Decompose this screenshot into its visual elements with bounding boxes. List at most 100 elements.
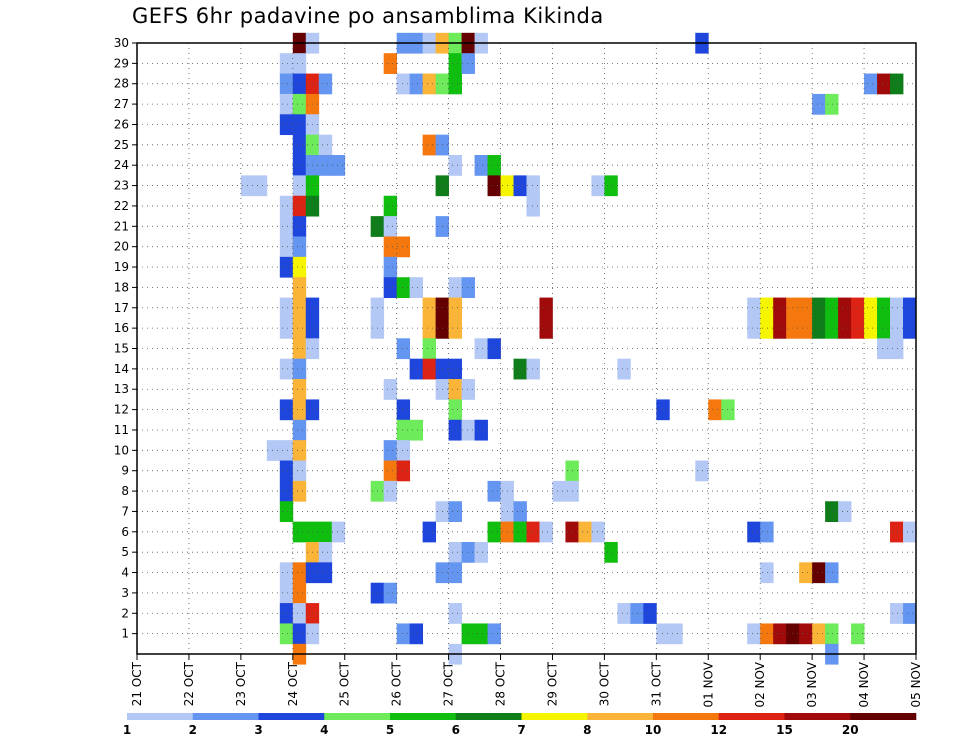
heatmap-cell [825, 93, 839, 115]
heatmap-cell [448, 379, 462, 400]
colorbar-swatch [192, 713, 259, 720]
heatmap-cell [825, 562, 839, 584]
heatmap-cell [279, 297, 294, 319]
colorbar-label: 2 [189, 723, 197, 737]
heatmap-cell [526, 175, 540, 197]
heatmap-cell [513, 521, 527, 543]
heatmap-cell [448, 541, 462, 563]
heatmap-cell [292, 440, 307, 461]
x-tick-label: 27 OCT [442, 661, 456, 706]
heatmap-cell [552, 480, 566, 502]
heatmap-cell [578, 521, 592, 543]
heatmap-cell [292, 480, 307, 502]
colorbar-label: 5 [386, 723, 394, 737]
heatmap-cell [708, 399, 722, 421]
colorbar-swatch [127, 713, 194, 720]
heatmap-cell [383, 582, 398, 604]
heatmap-cell [487, 155, 501, 176]
heatmap-cell [409, 623, 424, 645]
heatmap-cell [383, 256, 398, 278]
heatmap-cell [279, 460, 294, 482]
heatmap-cell [656, 399, 670, 421]
heatmap-cell [890, 603, 904, 624]
heatmap-cell [487, 338, 501, 360]
heatmap-cell [409, 73, 424, 95]
heatmap-cell [279, 480, 294, 502]
colorbar-label: 6 [452, 723, 460, 737]
heatmap-cell [279, 603, 294, 624]
x-tick-label: 04 NOV [857, 661, 871, 707]
x-tick-label: 26 OCT [390, 661, 404, 706]
heatmap-cell [487, 175, 501, 197]
x-tick-label: 31 OCT [649, 661, 663, 706]
heatmap-cell [396, 623, 411, 645]
heatmap-cell [825, 623, 839, 645]
colorbar-swatch [653, 713, 720, 720]
heatmap-cell [812, 623, 826, 645]
heatmap-cell [448, 419, 462, 441]
heatmap-cell [448, 73, 462, 95]
heatmap-cell [513, 501, 527, 523]
heatmap-cell [279, 399, 294, 421]
heatmap-cell [448, 562, 462, 584]
y-tick-label: 12 [114, 403, 129, 417]
heatmap-cell [422, 338, 437, 360]
heatmap-cell [695, 460, 709, 482]
heatmap-cell [279, 256, 294, 278]
heatmap-cell [292, 114, 307, 136]
heatmap-cell [292, 603, 307, 624]
heatmap-cell [292, 399, 307, 421]
heatmap-cell [292, 419, 307, 441]
heatmap-cell [422, 317, 437, 339]
heatmap-cell [331, 155, 346, 176]
y-tick-label: 1 [121, 627, 129, 641]
heatmap-cell [903, 297, 917, 319]
heatmap-cell [279, 216, 294, 237]
heatmap-cell [890, 338, 904, 360]
heatmap-cell [409, 419, 424, 441]
colorbar-swatch [587, 713, 654, 720]
heatmap-cell [396, 338, 411, 360]
y-tick-label: 26 [114, 117, 129, 131]
colorbar-label: 15 [776, 723, 793, 737]
heatmap-cell [292, 134, 307, 156]
heatmap-cell [266, 440, 281, 461]
heatmap-cell [877, 297, 891, 319]
heatmap-cell [591, 175, 605, 197]
heatmap-cell [825, 297, 839, 319]
heatmap-cell [383, 480, 398, 502]
heatmap-cell [773, 297, 787, 319]
heatmap-cell [318, 134, 333, 156]
colorbar-swatch [324, 713, 391, 720]
heatmap-cell [760, 521, 774, 543]
heatmap-cell [279, 440, 294, 461]
y-tick-label: 11 [114, 423, 129, 437]
heatmap-cell [396, 399, 411, 421]
heatmap-cell [643, 603, 657, 624]
heatmap-cell [812, 93, 826, 115]
y-tick-label: 3 [121, 586, 129, 600]
heatmap-cell [422, 358, 437, 380]
heatmap-cells [240, 32, 917, 665]
heatmap-cell [279, 195, 294, 217]
heatmap-cell [448, 501, 462, 523]
heatmap-cell [383, 216, 398, 237]
heatmap-cell [292, 379, 307, 400]
heatmap-cell [864, 297, 878, 319]
heatmap-cell [422, 134, 437, 156]
heatmap-cell [461, 541, 475, 563]
heatmap-cell [903, 521, 917, 543]
heatmap-cell [760, 297, 774, 319]
heatmap-cell [617, 603, 631, 624]
heatmap-cell [461, 53, 475, 74]
heatmap-cell [279, 501, 294, 523]
heatmap-cell [773, 317, 787, 339]
colorbar-swatch [718, 713, 785, 720]
colorbar-label: 1 [123, 723, 131, 737]
colorbar-swatch [521, 713, 588, 720]
heatmap-cell [461, 379, 475, 400]
colorbar-label: 20 [842, 723, 859, 737]
heatmap-cell [292, 460, 307, 482]
x-tick-label: 28 OCT [494, 661, 508, 706]
heatmap-cell [448, 297, 462, 319]
